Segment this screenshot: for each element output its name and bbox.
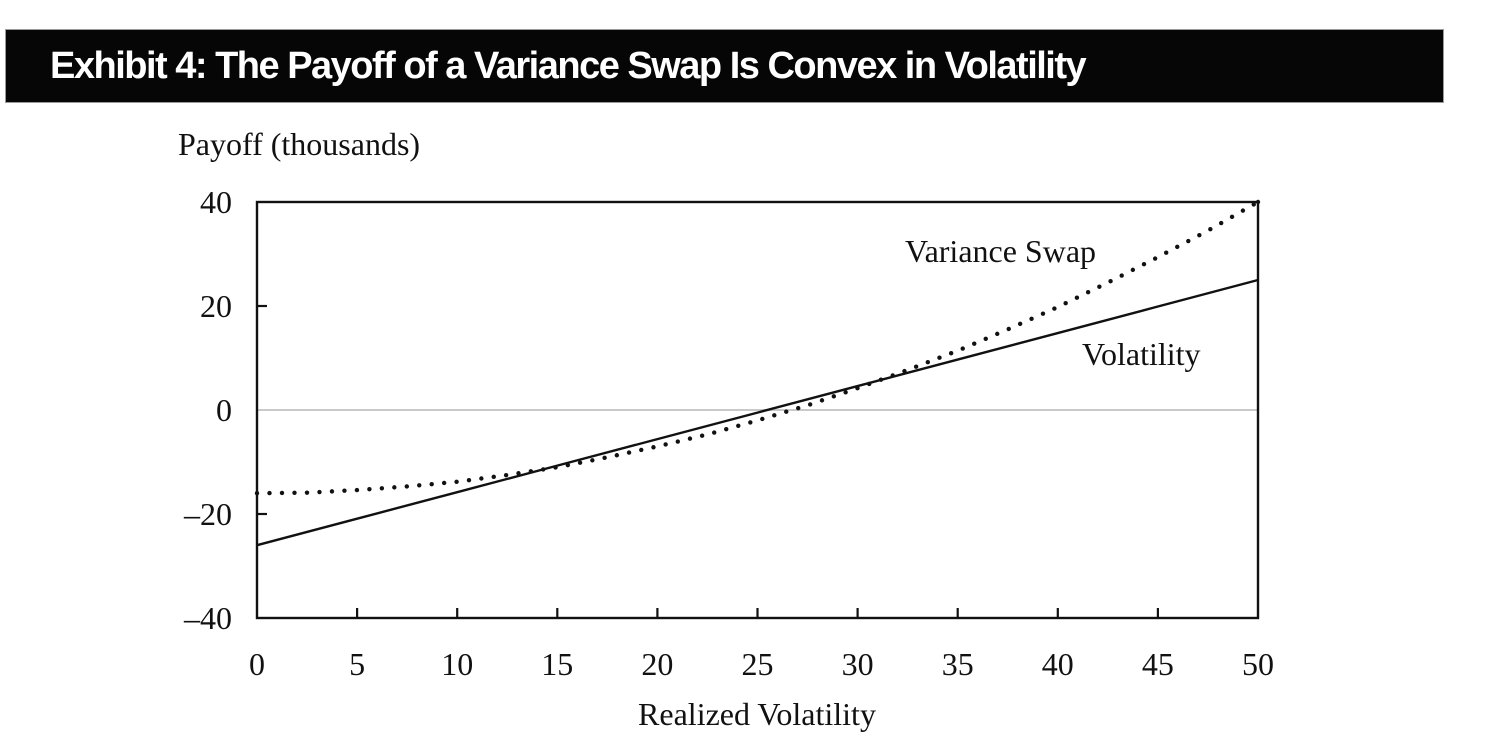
exhibit-title-bar: Exhibit 4: The Payoff of a Variance Swap… (5, 29, 1444, 103)
x-tick-label: 20 (641, 646, 674, 682)
y-tick-label: 20 (200, 288, 232, 324)
y-axis-title: Payoff (thousands) (178, 126, 421, 162)
series-label-volatility: Volatility (1082, 336, 1201, 372)
x-tick-label: 10 (441, 646, 474, 682)
x-axis-title: Realized Volatility (638, 696, 876, 732)
x-tick-label: 40 (1041, 646, 1074, 682)
x-tick-label: 45 (1141, 646, 1174, 682)
y-tick-label: –20 (184, 496, 232, 532)
x-tick-label: 25 (741, 646, 774, 682)
x-tick-label: 35 (941, 646, 974, 682)
exhibit-title: Exhibit 4: The Payoff of a Variance Swap… (50, 44, 1087, 87)
x-tick-label: 15 (541, 646, 574, 682)
y-tick-label: 0 (216, 392, 232, 428)
series-label-variance-swap: Variance Swap (905, 233, 1097, 269)
x-tick-label: 50 (1242, 646, 1274, 682)
x-tick-label: 30 (841, 646, 874, 682)
x-tick-label: 0 (249, 646, 265, 682)
y-tick-label: 40 (200, 184, 232, 220)
y-tick-label: –40 (184, 600, 232, 636)
x-tick-label: 5 (349, 646, 366, 682)
